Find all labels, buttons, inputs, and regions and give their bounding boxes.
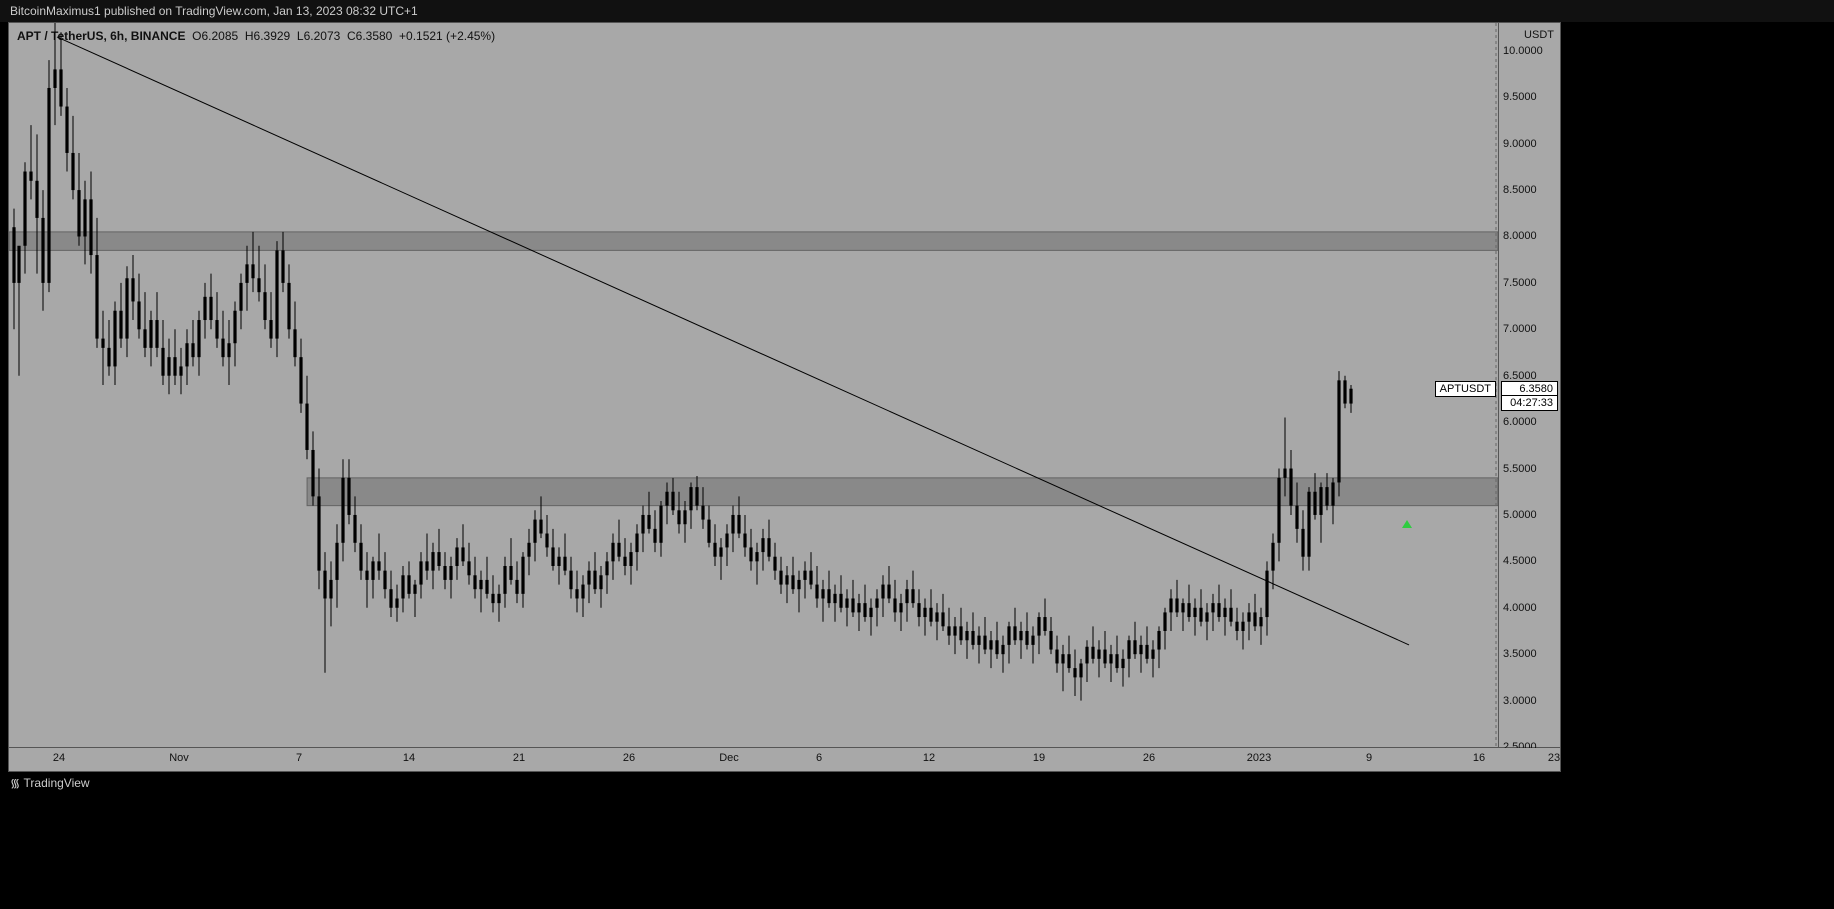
chart-container: APT / TetherUS, 6h, BINANCE O6.2085 H6.3… [0, 22, 1834, 909]
chart-screenshot: BitcoinMaximus1 published on TradingView… [0, 0, 1834, 909]
y-tick: 6.0000 [1503, 416, 1537, 428]
y-tick: 10.0000 [1503, 45, 1543, 57]
x-tick: 2023 [1247, 752, 1271, 764]
x-tick: 24 [53, 752, 65, 764]
x-tick: 16 [1473, 752, 1485, 764]
publish-info-bar: BitcoinMaximus1 published on TradingView… [0, 0, 1834, 22]
symbol-tag: APTUSDT [1435, 381, 1496, 397]
y-tick: 3.0000 [1503, 695, 1537, 707]
publish-info-text: BitcoinMaximus1 published on TradingView… [10, 4, 418, 18]
x-tick: 26 [623, 752, 635, 764]
y-tick: 4.0000 [1503, 602, 1537, 614]
y-tick: 7.5000 [1503, 277, 1537, 289]
x-tick: 21 [513, 752, 525, 764]
y-tick: 4.5000 [1503, 555, 1537, 567]
y-tick: 7.0000 [1503, 323, 1537, 335]
y-tick: 8.0000 [1503, 230, 1537, 242]
x-tick: 19 [1033, 752, 1045, 764]
price-plot[interactable]: APT / TetherUS, 6h, BINANCE O6.2085 H6.3… [8, 22, 1499, 748]
y-tick: 9.0000 [1503, 138, 1537, 150]
candles-svg [9, 23, 1498, 747]
y-tick: 5.5000 [1503, 463, 1537, 475]
x-axis[interactable]: 24 Nov 7 14 21 26 Dec 6 12 19 26 2023 9 16 23 [8, 748, 1561, 772]
x-tick: 12 [923, 752, 935, 764]
y-tick: 9.5000 [1503, 91, 1537, 103]
tradingview-logo: ᯾ TradingView [10, 776, 90, 790]
x-tick: 9 [1366, 752, 1372, 764]
x-tick: 23 [1548, 752, 1560, 764]
y-tick: 5.0000 [1503, 509, 1537, 521]
x-tick: Nov [169, 752, 189, 764]
x-tick: 26 [1143, 752, 1155, 764]
y-axis[interactable]: USDT 10.0000 9.5000 9.0000 8.5000 8.0000 7.50… [1499, 22, 1561, 748]
y-axis-unit: USDT [1524, 29, 1554, 41]
y-tick: 6.5000 [1503, 370, 1537, 382]
brand-footer: ᯾ TradingView [0, 772, 1834, 794]
x-tick: 6 [816, 752, 822, 764]
marker-icon [1402, 520, 1412, 528]
x-tick: 7 [296, 752, 302, 764]
countdown-tag: 04:27:33 [1501, 395, 1558, 411]
x-tick: Dec [719, 752, 739, 764]
y-tick: 8.5000 [1503, 184, 1537, 196]
y-tick: 3.5000 [1503, 648, 1537, 660]
x-tick: 14 [403, 752, 415, 764]
